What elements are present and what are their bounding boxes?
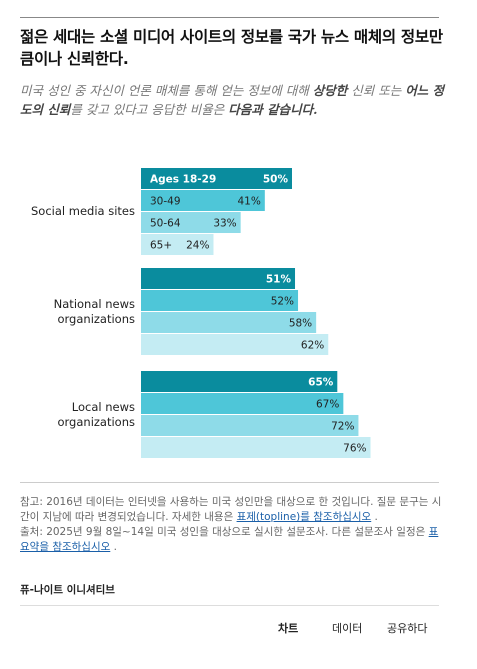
value-label: 58% <box>289 318 312 330</box>
age-label: 30-49 <box>150 196 181 208</box>
tab-chart[interactable]: 차트 <box>278 622 299 635</box>
bar-1-2 <box>141 190 265 211</box>
bar-2-2 <box>141 290 299 311</box>
chart-subtitle: 미국 성인 중 자신이 언론 매체를 통해 얻는 정보에 대해 상당한 신뢰 또… <box>20 83 445 117</box>
age-label: Ages 18-29 <box>150 174 216 186</box>
group-label: Local news organizations <box>58 400 136 429</box>
tab-data[interactable]: 데이터 <box>332 622 363 635</box>
bar-1-4 <box>141 234 214 255</box>
bar-3-3 <box>141 415 359 436</box>
bar-3-2 <box>141 393 344 414</box>
value-label: 50% <box>263 174 289 186</box>
value-label: 24% <box>186 240 209 252</box>
bar-2-4 <box>141 334 329 355</box>
tab-share[interactable]: 공유하다 <box>387 622 428 635</box>
topline-link[interactable]: 표제(topline)를 참조하십시오 <box>236 511 372 523</box>
value-label: 33% <box>213 218 236 230</box>
age-label: 50-64 <box>150 218 181 230</box>
value-label: 51% <box>266 274 292 286</box>
value-label: 72% <box>331 421 354 433</box>
source-text: 출처: 2025년 9월 8일~14일 미국 성인을 대상으로 실시한 설문조사… <box>20 526 439 553</box>
bar-2-3 <box>141 312 317 333</box>
bar-3-4 <box>141 437 371 458</box>
value-label: 67% <box>316 399 339 411</box>
summary-link[interactable]: 표 요약을 참조하십시오 <box>20 526 439 553</box>
value-label: 76% <box>343 443 366 455</box>
value-label: 62% <box>301 340 324 352</box>
bar-chart: 50% Ages 18-29 41% 30-49 33% 50-64 24% 65+ Socia… <box>31 168 371 458</box>
bottom-divider <box>20 605 439 606</box>
bar-1-3 <box>141 212 241 233</box>
bar-2-1 <box>141 268 296 289</box>
top-rule <box>20 17 439 18</box>
divider <box>20 482 439 483</box>
bar-1-1 <box>141 168 292 189</box>
chart-notes: 참고: 2016년 데이터는 인터넷을 사용하는 미국 성인만을 대상으로 한 … <box>20 495 445 555</box>
value-label: 52% <box>271 296 294 308</box>
brand-label: 퓨-나이트 이니셔티브 <box>20 584 115 596</box>
value-label: 65% <box>308 377 334 389</box>
age-label: 65+ <box>150 240 172 252</box>
group-label: Social media sites <box>31 204 135 218</box>
note-text: 참고: 2016년 데이터는 인터넷을 사용하는 미국 성인만을 대상으로 한 … <box>20 496 442 523</box>
bar-3-1 <box>141 371 338 392</box>
group-label: National news organizations <box>54 297 135 326</box>
chart-title: 젊은 세대는 소셜 미디어 사이트의 정보를 국가 뉴스 매체의 정보만큼이나 … <box>20 28 443 68</box>
value-label: 41% <box>237 196 260 208</box>
